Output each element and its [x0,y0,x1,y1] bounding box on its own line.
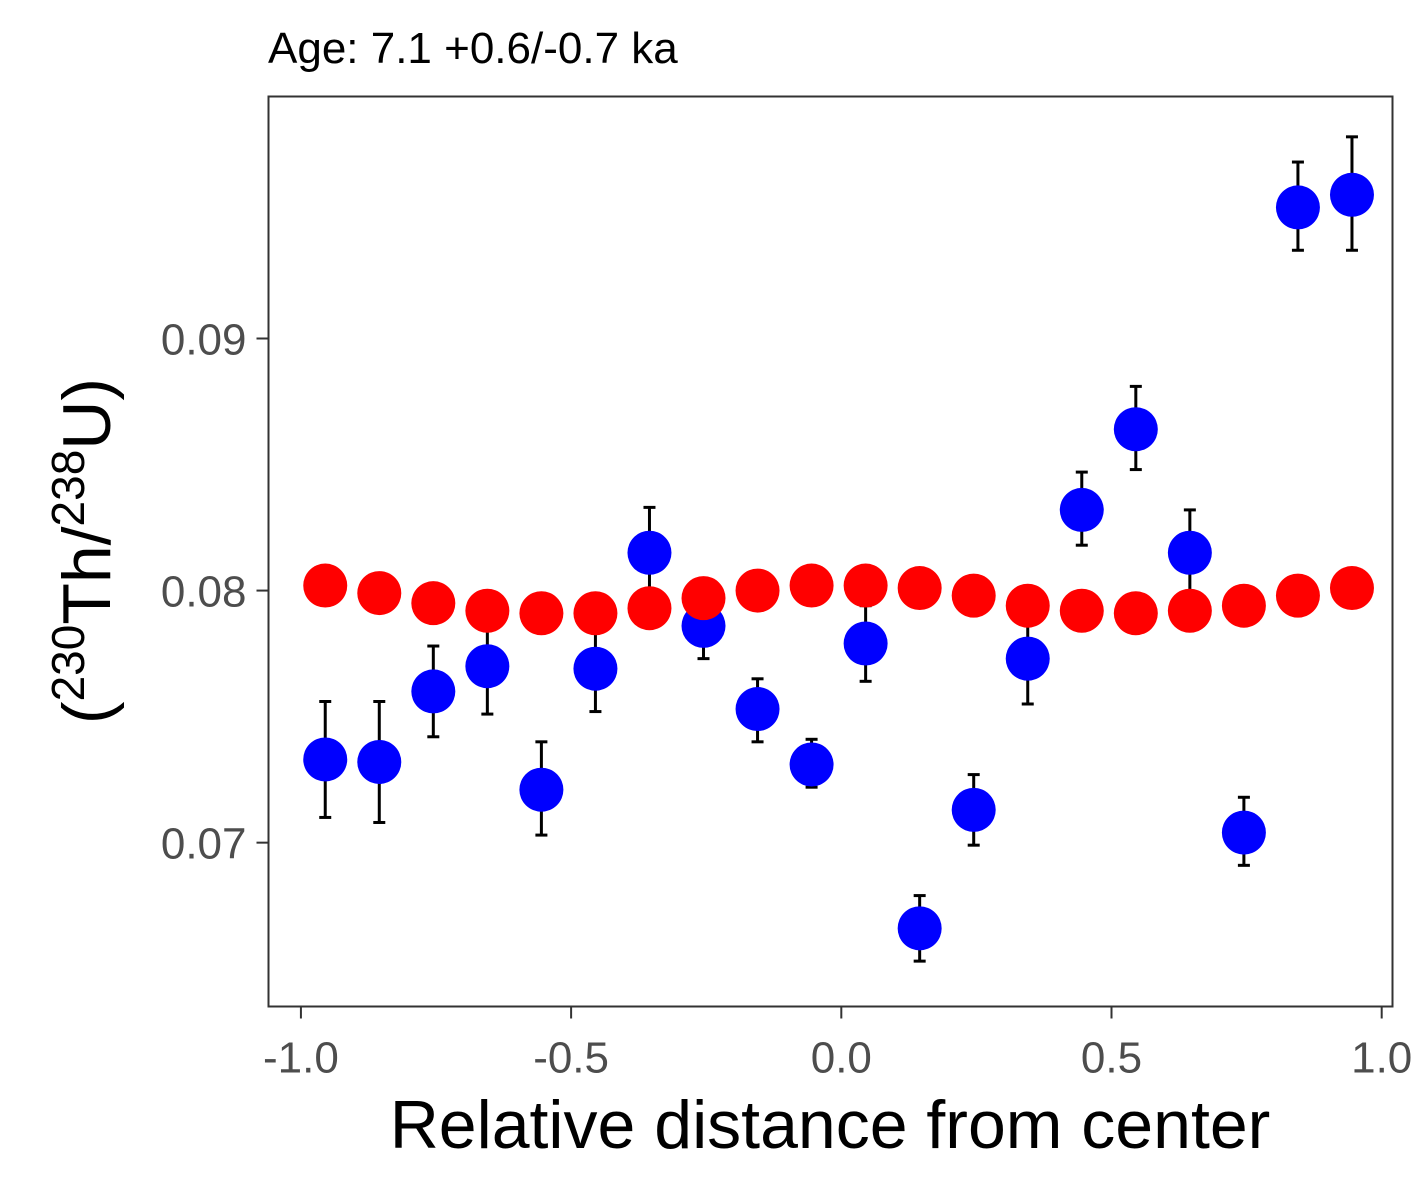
data-point-blue [1329,172,1374,217]
y-tick-label: 0.09 [161,315,247,364]
x-axis-title: Relative distance from center [390,1087,1271,1163]
x-tick-label: -1.0 [263,1034,339,1083]
data-point-red [627,586,672,631]
y-axis-title-mid: Th/ [49,526,125,624]
data-point-red [1113,591,1158,636]
chart-title: Age: 7.1 +0.6/-0.7 ka [268,24,678,73]
data-point-red [573,591,618,636]
x-tick-label: -0.5 [533,1034,609,1083]
data-point-red [303,563,348,608]
x-tick-label: 0.0 [811,1034,872,1083]
y-axis-title-end: U) [49,378,125,450]
data-point-red [465,588,510,633]
data-point-blue [1005,636,1050,681]
y-axis-title-sup2: 238 [42,450,94,527]
data-point-blue [789,742,834,787]
data-point-red [1329,566,1374,611]
data-point-blue [519,767,564,812]
data-point-blue [303,737,348,782]
data-point-red [789,563,834,608]
data-point-blue [735,687,780,732]
data-point-blue [411,669,456,714]
x-axis: -1.0 -0.5 0.0 0.5 1.0 [263,1006,1412,1083]
y-axis: 0.07 0.08 0.09 [161,315,269,869]
data-point-red [1059,588,1104,633]
data-point-red [897,566,942,611]
data-point-red [1005,583,1050,628]
data-point-red [843,563,888,608]
data-point-blue [1221,810,1266,855]
data-point-blue [357,739,402,784]
data-point-red [735,568,780,613]
data-point-red [411,581,456,626]
data-point-red [519,591,564,636]
data-point-blue [627,530,672,575]
data-point-red [1275,573,1320,618]
data-point-blue [1275,185,1320,230]
y-axis-title-open: ( [49,701,125,724]
data-point-blue [1059,487,1104,532]
data-point-blue [1113,407,1158,452]
data-point-blue [465,644,510,689]
data-point-red [951,573,996,618]
data-point-blue [843,621,888,666]
data-points [303,172,1374,951]
y-axis-title-sup1: 230 [42,625,94,702]
data-point-blue [897,906,942,951]
data-point-red [1221,583,1266,628]
data-point-blue [1167,530,1212,575]
plot-panel [267,95,1394,1008]
data-point-red [357,571,402,616]
x-tick-label: 0.5 [1081,1034,1142,1083]
y-axis-title: (230Th/238U) [42,378,125,724]
y-tick-label: 0.07 [161,820,247,869]
data-point-red [1167,588,1212,633]
data-point-blue [573,646,618,691]
y-tick-label: 0.08 [161,568,247,617]
x-tick-label: 1.0 [1351,1034,1412,1083]
data-point-red [681,576,726,621]
data-point-blue [951,787,996,832]
